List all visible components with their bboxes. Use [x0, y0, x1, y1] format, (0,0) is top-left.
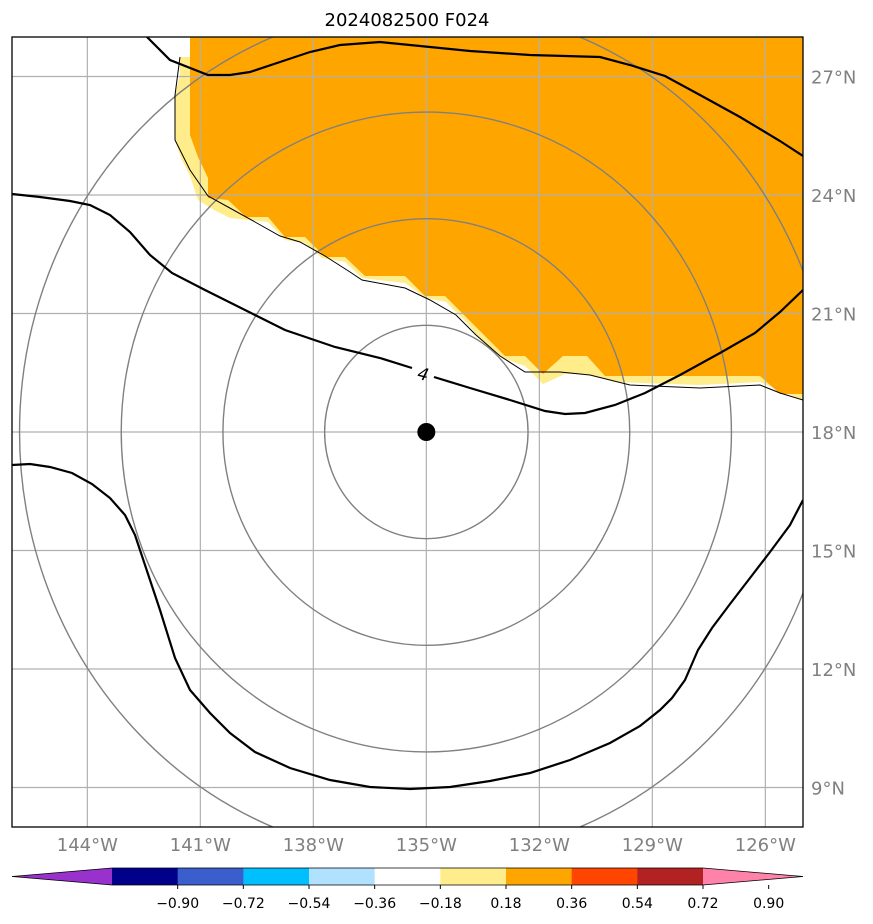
range-ring [222, 217, 631, 647]
range-ring [120, 111, 733, 753]
colorbar-tick-label: −0.18 [419, 896, 462, 912]
colorbar-tick-label: −0.54 [288, 896, 331, 912]
colorbar-outline [11, 867, 804, 886]
map-area: 4 [12, 37, 803, 827]
colorbar-tick-label: 0.90 [753, 896, 784, 912]
lat-tick-label: 9°N [811, 779, 845, 800]
colorbar-segment [506, 868, 573, 885]
contour-label: 4 [415, 364, 430, 386]
lon-tick-label: 126°W [735, 835, 796, 856]
colorbar-extend-high [703, 868, 803, 885]
colorbar-segment [374, 868, 441, 885]
lon-tick-label: 132°W [509, 835, 570, 856]
storm-center-marker [417, 423, 436, 441]
colorbar-tick-label: −0.36 [353, 896, 396, 912]
lon-tick-label: 144°W [57, 835, 118, 856]
lon-tick-label: 141°W [170, 835, 231, 856]
colorbar-tick-label: −0.90 [156, 896, 199, 912]
colorbar-segment [177, 868, 244, 885]
contour-middle [12, 192, 803, 416]
lat-tick-label: 15°N [811, 542, 856, 563]
gridlines [12, 37, 803, 827]
range-ring [323, 324, 529, 540]
lat-tick-label: 21°N [811, 305, 856, 326]
colorbar-extend-low [12, 868, 112, 885]
contour-south [12, 462, 803, 791]
lat-tick-label: 24°N [811, 186, 856, 207]
longitude-tick-labels: 144°W 141°W 138°W 135°W 132°W 129°W 126°W [57, 835, 796, 856]
lat-tick-label: 18°N [811, 423, 856, 444]
lat-tick-label: 12°N [811, 660, 856, 681]
colorbar-tick-label: 0.72 [687, 896, 718, 912]
colorbar-tick-label: 0.54 [622, 896, 653, 912]
colorbar-segment [571, 868, 638, 885]
latitude-tick-labels: 9°N 12°N 15°N 18°N 21°N 24°N 27°N [811, 68, 856, 800]
contour-north [146, 37, 803, 157]
lon-tick-label: 138°W [283, 835, 344, 856]
colorbar-segment [309, 868, 376, 885]
range-rings [18, 37, 803, 827]
colorbar-segment [440, 868, 507, 885]
map-title: 2024082500 F024 [325, 10, 490, 31]
colorbar: −0.90 −0.72 −0.54 −0.36 −0.18 0.18 0.36 0.54 0.7… [11, 867, 804, 912]
colorbar-segment [637, 868, 704, 885]
colorbar-segment [112, 868, 179, 885]
lon-tick-label: 135°W [396, 835, 457, 856]
fill-boundary-line [174, 56, 803, 401]
lat-tick-label: 27°N [811, 68, 856, 89]
colorbar-segment [243, 868, 310, 885]
colorbar-tick-label: 0.18 [490, 896, 521, 912]
colorbar-tick-label: 0.36 [556, 896, 587, 912]
range-ring [18, 37, 803, 827]
lon-tick-label: 129°W [622, 835, 683, 856]
colorbar-tick-label: −0.72 [222, 896, 265, 912]
field-fill-main [190, 37, 803, 394]
map-frame [11, 36, 804, 828]
